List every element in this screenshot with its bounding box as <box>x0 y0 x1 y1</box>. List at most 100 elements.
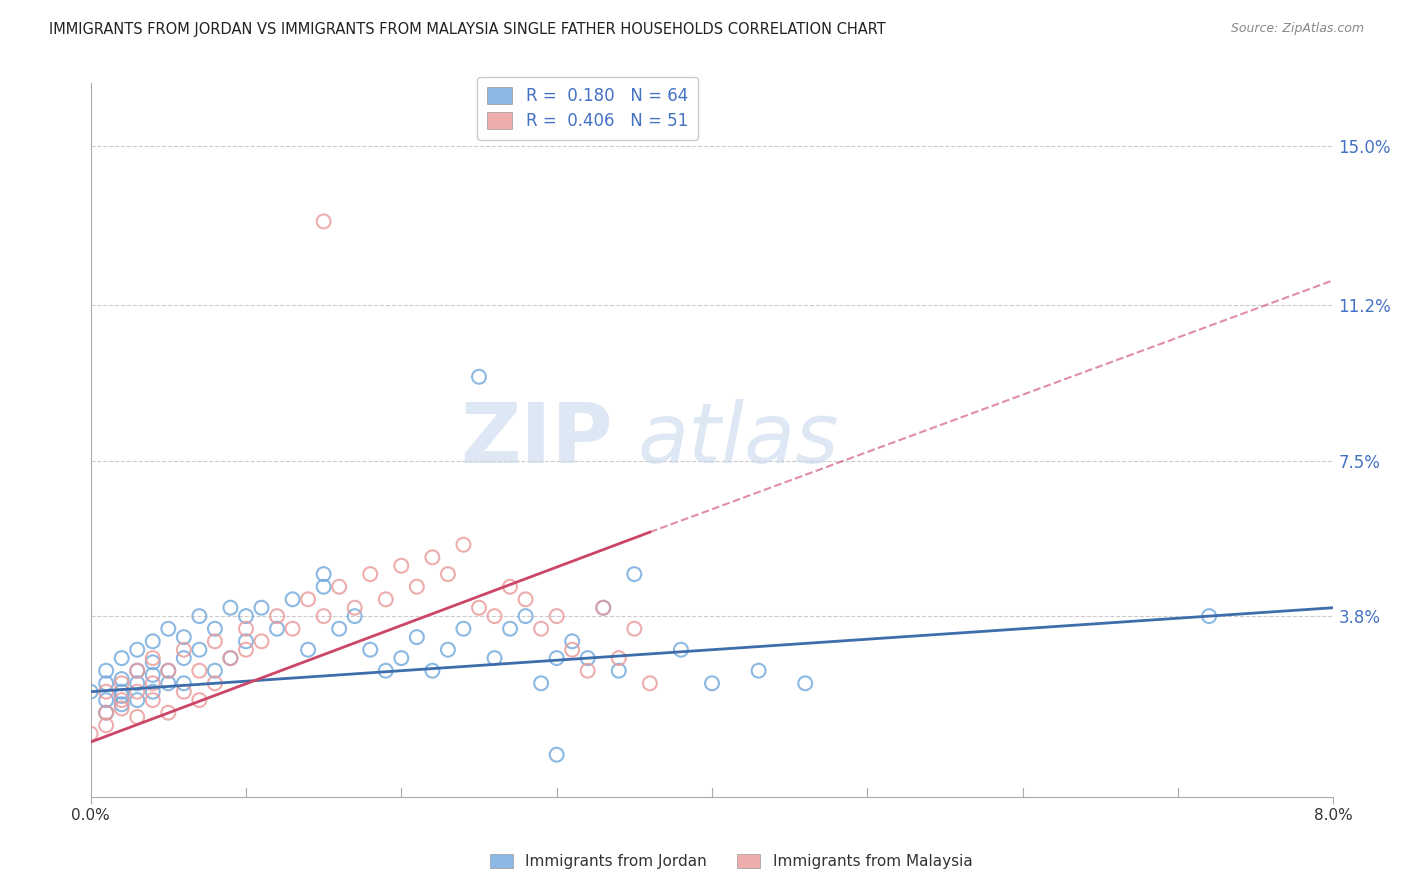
Point <box>94 718 117 732</box>
Point <box>204 664 226 678</box>
Point <box>127 684 149 698</box>
Point <box>389 558 412 573</box>
Text: ZIP: ZIP <box>460 400 613 480</box>
Point <box>343 609 366 624</box>
Point <box>111 676 134 690</box>
Point <box>173 642 195 657</box>
Point <box>188 642 211 657</box>
Point <box>94 676 117 690</box>
Point <box>142 693 165 707</box>
Point <box>546 609 568 624</box>
Point <box>157 706 180 720</box>
Point <box>546 747 568 762</box>
Point <box>142 684 165 698</box>
Point <box>127 693 149 707</box>
Point <box>266 609 288 624</box>
Point <box>484 609 506 624</box>
Point <box>188 693 211 707</box>
Point <box>422 664 444 678</box>
Point <box>297 592 319 607</box>
Point <box>188 664 211 678</box>
Point <box>576 664 599 678</box>
Point <box>530 622 553 636</box>
Point <box>235 609 257 624</box>
Point <box>204 676 226 690</box>
Point <box>142 655 165 669</box>
Point <box>127 676 149 690</box>
Point <box>111 672 134 686</box>
Point <box>669 642 692 657</box>
Point <box>173 684 195 698</box>
Point <box>127 710 149 724</box>
Point <box>794 676 817 690</box>
Point <box>312 214 335 228</box>
Text: atlas: atlas <box>637 400 839 480</box>
Point <box>592 600 614 615</box>
Point <box>468 369 491 384</box>
Point <box>499 622 522 636</box>
Point <box>484 651 506 665</box>
Point <box>453 538 475 552</box>
Point <box>157 664 180 678</box>
Point <box>374 664 396 678</box>
Point <box>607 651 630 665</box>
Point <box>173 676 195 690</box>
Point <box>142 668 165 682</box>
Point <box>142 634 165 648</box>
Point <box>359 567 381 582</box>
Point <box>281 592 304 607</box>
Point <box>111 701 134 715</box>
Point <box>250 634 273 648</box>
Point <box>188 609 211 624</box>
Point <box>111 698 134 712</box>
Point <box>1198 609 1220 624</box>
Point <box>94 664 117 678</box>
Point <box>437 642 460 657</box>
Point <box>94 693 117 707</box>
Point <box>157 664 180 678</box>
Point <box>111 693 134 707</box>
Point <box>623 567 645 582</box>
Point <box>142 651 165 665</box>
Point <box>546 651 568 665</box>
Point <box>328 622 350 636</box>
Point <box>530 676 553 690</box>
Point <box>561 634 583 648</box>
Text: Source: ZipAtlas.com: Source: ZipAtlas.com <box>1230 22 1364 36</box>
Point <box>297 642 319 657</box>
Point <box>111 684 134 698</box>
Point <box>173 630 195 644</box>
Point <box>157 676 180 690</box>
Point <box>79 684 101 698</box>
Point <box>312 567 335 582</box>
Point <box>266 622 288 636</box>
Point <box>157 622 180 636</box>
Point <box>250 600 273 615</box>
Point <box>343 600 366 615</box>
Point <box>111 689 134 703</box>
Point <box>79 727 101 741</box>
Point <box>374 592 396 607</box>
Point <box>576 651 599 665</box>
Point <box>219 651 242 665</box>
Point <box>499 580 522 594</box>
Text: IMMIGRANTS FROM JORDAN VS IMMIGRANTS FROM MALAYSIA SINGLE FATHER HOUSEHOLDS CORR: IMMIGRANTS FROM JORDAN VS IMMIGRANTS FRO… <box>49 22 886 37</box>
Point <box>142 676 165 690</box>
Point <box>405 580 427 594</box>
Point <box>561 642 583 657</box>
Point <box>94 706 117 720</box>
Point <box>94 706 117 720</box>
Point <box>204 634 226 648</box>
Legend: Immigrants from Jordan, Immigrants from Malaysia: Immigrants from Jordan, Immigrants from … <box>484 848 979 875</box>
Point <box>359 642 381 657</box>
Point <box>607 664 630 678</box>
Point <box>389 651 412 665</box>
Point <box>219 651 242 665</box>
Point <box>111 651 134 665</box>
Point <box>312 609 335 624</box>
Legend: R =  0.180   N = 64, R =  0.406   N = 51: R = 0.180 N = 64, R = 0.406 N = 51 <box>478 77 697 140</box>
Point <box>515 609 537 624</box>
Point <box>638 676 661 690</box>
Point <box>127 664 149 678</box>
Point <box>453 622 475 636</box>
